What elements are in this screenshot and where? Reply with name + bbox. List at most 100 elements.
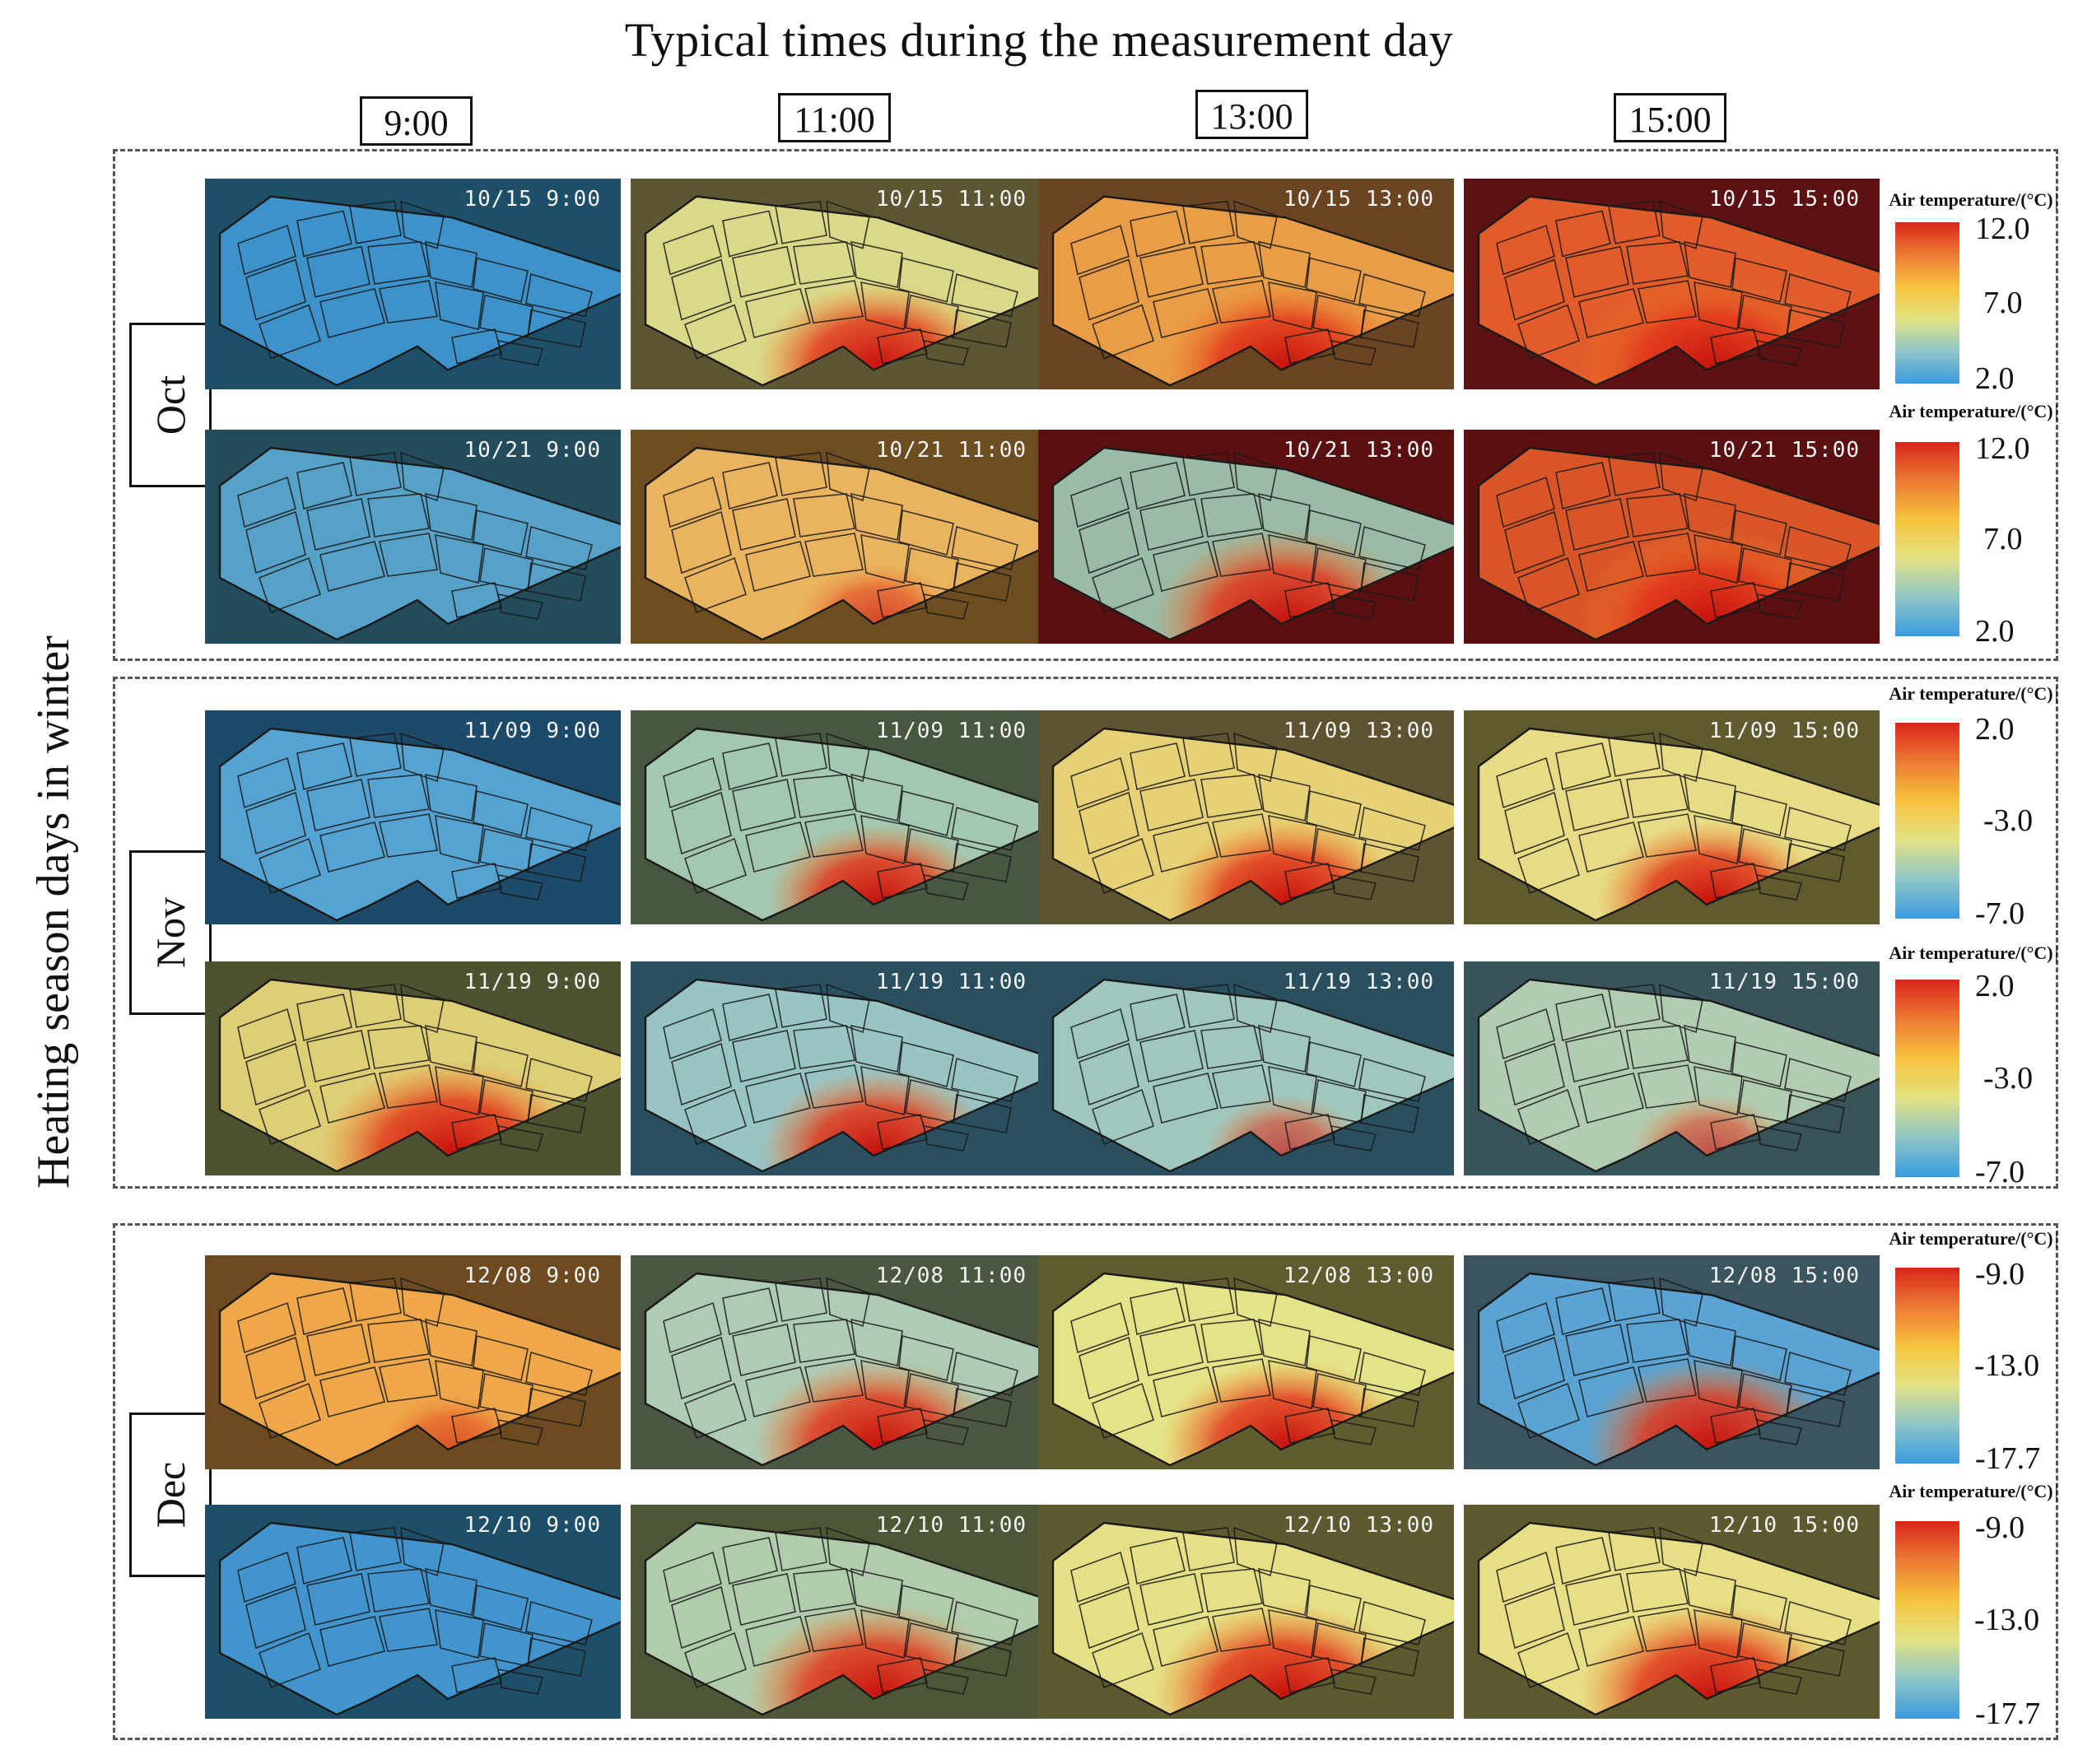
hotspot (1153, 1603, 1417, 1715)
building-block (1268, 1065, 1317, 1116)
building-block (1330, 339, 1377, 366)
building-block (793, 240, 855, 285)
building-block (1330, 1669, 1377, 1695)
colorbar-title: Air temperature/(°C) (1844, 401, 2058, 422)
temperature-map-12-10-9-00: 12/10 9:00 (205, 1505, 621, 1719)
building-block (663, 1301, 722, 1354)
building-block (671, 510, 732, 575)
building-block (1200, 1568, 1263, 1613)
building-block (1555, 994, 1611, 1042)
building-block (745, 1073, 811, 1124)
site-outline (1051, 727, 1454, 922)
building-block (1496, 756, 1555, 809)
building-block (259, 837, 321, 895)
building-block (877, 1657, 928, 1693)
building-block (898, 1584, 954, 1631)
building-block (1330, 1125, 1377, 1152)
building-block (1578, 1073, 1644, 1124)
building-block (1233, 451, 1278, 502)
map-timestamp: 10/15 13:00 (1283, 187, 1434, 212)
temperature-map-11-19-13-00: 11/19 13:00 (1038, 961, 1454, 1175)
building-block (400, 200, 445, 249)
building-block (684, 304, 747, 360)
building-block (722, 210, 778, 258)
colorbar-mid-tick: -13.0 (1974, 1348, 2040, 1383)
temperature-map-12-08-15-00: 12/08 15:00 (1464, 1255, 1880, 1469)
building-block (804, 813, 864, 858)
map-timestamp: 11/09 15:00 (1708, 719, 1860, 743)
building-block (379, 533, 438, 577)
building-block (497, 1419, 544, 1445)
building-block (349, 452, 402, 496)
building-block (1731, 789, 1787, 836)
building-block (860, 814, 910, 865)
building-block (497, 874, 544, 901)
map-graphic (1038, 179, 1454, 389)
map-graphic (631, 1255, 1046, 1469)
colorbar-max-tick: 2.0 (1975, 712, 2015, 747)
building-block (722, 462, 778, 510)
building-block (1694, 282, 1743, 331)
building-block (1710, 328, 1761, 365)
building-block (1268, 1608, 1317, 1659)
building-block (1079, 1336, 1139, 1400)
building-block (1608, 200, 1661, 244)
building-block (259, 304, 321, 360)
month-label-oct: Oct (129, 323, 212, 487)
hotspot (1631, 1095, 1791, 1171)
temperature-map-12-08-9-00: 12/08 9:00 (205, 1255, 621, 1469)
building-block (1233, 732, 1278, 783)
colorbar-min-tick: -7.0 (1975, 896, 2025, 931)
building-block (435, 1359, 484, 1410)
building-block (259, 556, 321, 614)
map-graphic (1038, 710, 1454, 924)
building-block (671, 258, 732, 321)
colorbar-title: Air temperature/(°C) (1844, 1228, 2058, 1250)
building-block (1092, 837, 1154, 895)
month-label-nov: Nov (129, 850, 212, 1015)
building-block (826, 1526, 870, 1577)
building-block (1756, 593, 1803, 620)
site-outline (644, 1521, 1046, 1716)
site-outline (644, 978, 1046, 1173)
building-block (1182, 1527, 1235, 1571)
colorbar-max-tick: 12.0 (1975, 212, 2030, 246)
building-block (1284, 1657, 1335, 1693)
building-block (1684, 240, 1736, 288)
building-block (745, 541, 811, 592)
building-block (1626, 774, 1689, 818)
building-block (473, 1040, 529, 1087)
map-timestamp: 11/09 11:00 (875, 719, 1027, 743)
building-block (306, 498, 370, 551)
building-block (775, 984, 827, 1028)
building-block (1684, 492, 1736, 541)
building-block (1268, 533, 1317, 584)
map-graphic (1464, 961, 1880, 1175)
map-timestamp: 12/10 15:00 (1708, 1513, 1860, 1538)
site-outline (644, 1272, 1046, 1467)
building-block (1153, 1366, 1218, 1417)
building-block (1358, 806, 1426, 851)
hotspot (1168, 819, 1402, 920)
building-block (245, 258, 306, 321)
temperature-map-12-10-13-00: 12/10 13:00 (1038, 1505, 1454, 1719)
building-block (1212, 813, 1271, 858)
map-timestamp: 10/21 15:00 (1708, 438, 1860, 463)
building-block (435, 1608, 484, 1659)
building-block (1784, 525, 1852, 570)
building-block (1200, 774, 1263, 818)
map-timestamp: 11/19 11:00 (875, 970, 1027, 994)
building-block (306, 245, 370, 298)
building-block (732, 245, 796, 298)
building-block (1578, 541, 1644, 592)
site-outline (1477, 1521, 1880, 1716)
temperature-map-11-19-9-00: 11/19 9:00 (205, 961, 621, 1175)
building-block (473, 509, 529, 556)
building-block (319, 541, 385, 592)
building-block (1306, 257, 1362, 303)
hotspot (798, 563, 957, 640)
map-timestamp: 10/21 13:00 (1283, 438, 1434, 463)
building-block (775, 452, 827, 496)
site-outline (1051, 446, 1454, 641)
site-outline (218, 727, 621, 922)
